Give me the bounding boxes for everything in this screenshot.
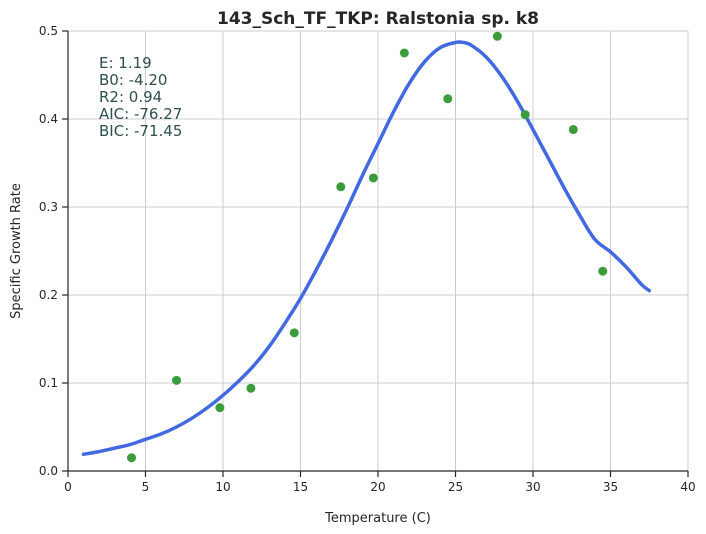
data-point xyxy=(443,94,453,104)
y-tick-label: 0.1 xyxy=(39,376,58,390)
data-point xyxy=(520,110,530,120)
x-tick-label: 15 xyxy=(293,480,308,494)
data-point xyxy=(215,403,225,413)
data-point xyxy=(336,182,346,192)
y-tick-label: 0.4 xyxy=(39,112,58,126)
data-point xyxy=(289,328,299,338)
annotation-e: E: 1.19 xyxy=(99,54,152,72)
data-point xyxy=(598,266,608,276)
annotation-aic: AIC: -76.27 xyxy=(99,105,182,123)
y-tick-label: 0.3 xyxy=(39,200,58,214)
y-tick-label: 0.5 xyxy=(39,24,58,38)
y-tick-label: 0.2 xyxy=(39,288,58,302)
x-tick-label: 40 xyxy=(680,480,695,494)
x-tick-label: 30 xyxy=(525,480,540,494)
fitted-curve-line xyxy=(81,40,651,457)
fit-statistics: E: 1.19 B0: -4.20 R2: 0.94 AIC: -76.27 B… xyxy=(99,54,182,140)
x-tick-label: 35 xyxy=(603,480,618,494)
annotation-bic: BIC: -71.45 xyxy=(99,122,182,140)
x-tick-labels: 0 5 10 15 20 25 30 35 40 xyxy=(64,480,695,494)
data-point xyxy=(246,383,256,393)
annotation-r2: R2: 0.94 xyxy=(99,88,162,106)
x-tick-label: 5 xyxy=(142,480,150,494)
data-point xyxy=(127,453,137,463)
x-tick-label: 10 xyxy=(215,480,230,494)
annotation-b0: B0: -4.20 xyxy=(99,71,167,89)
data-point xyxy=(492,31,502,41)
y-tick-labels: 0.0 0.1 0.2 0.3 0.4 0.5 xyxy=(39,24,58,478)
grid xyxy=(68,30,689,471)
x-axis-label: Temperature (C) xyxy=(324,511,431,526)
data-point xyxy=(399,48,409,58)
data-point xyxy=(568,125,578,135)
data-point xyxy=(172,375,181,385)
chart-title: 143_Sch_TF_TKP: Ralstonia sp. k8 xyxy=(217,9,539,29)
tick-marks xyxy=(62,30,689,477)
x-tick-label: 25 xyxy=(448,480,463,494)
x-tick-label: 20 xyxy=(370,480,385,494)
y-tick-label: 0.0 xyxy=(39,464,58,478)
y-axis-label: Specific Growth Rate xyxy=(9,183,24,319)
x-tick-label: 0 xyxy=(64,480,72,494)
data-point xyxy=(368,173,378,183)
plot-area xyxy=(81,31,651,463)
